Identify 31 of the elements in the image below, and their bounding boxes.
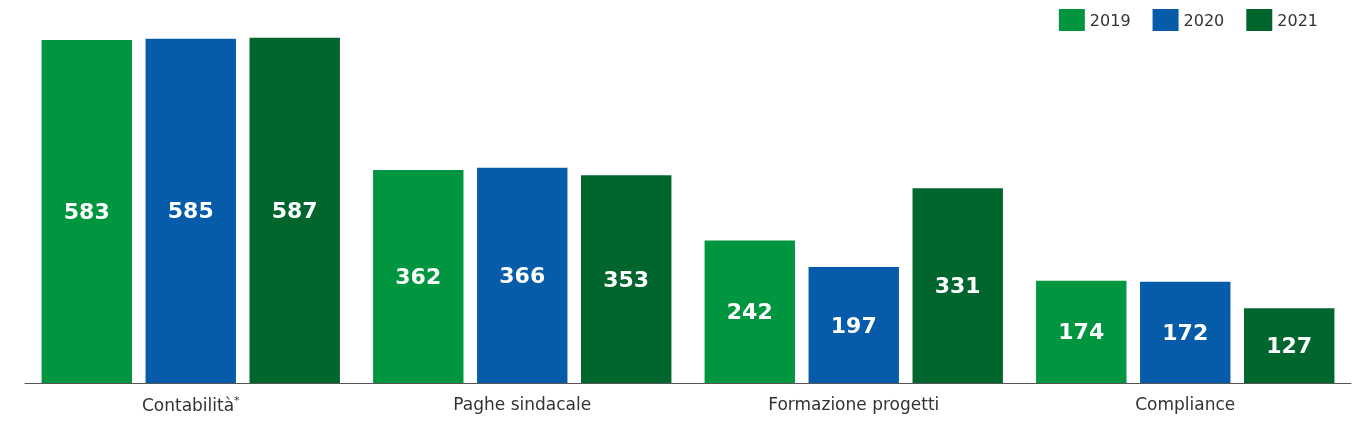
data-label: 583 (63, 199, 110, 224)
data-label: 585 (167, 198, 214, 224)
legend-label: 2019 (1089, 10, 1131, 30)
x-tick-label: Compliance (1135, 393, 1236, 414)
bar (373, 170, 464, 383)
data-label: 353 (603, 266, 650, 292)
legend-label: 2021 (1277, 10, 1318, 30)
bar (808, 267, 899, 383)
x-tick-label: Paghe sindacale (453, 393, 592, 414)
bar (581, 175, 672, 383)
bar (477, 167, 568, 383)
data-label: 172 (1162, 319, 1209, 345)
bar (249, 37, 340, 383)
x-tick-label: Formazione progetti (768, 393, 940, 414)
bar (1244, 308, 1335, 383)
data-label: 362 (395, 264, 442, 290)
data-label: 174 (1058, 319, 1105, 345)
legend-label: 2020 (1183, 10, 1225, 30)
bar (704, 240, 795, 383)
data-label: 366 (499, 262, 546, 288)
bar (912, 188, 1003, 383)
data-label: 197 (830, 312, 877, 338)
bar (1140, 281, 1231, 383)
x-tick-label: Contabilità* (141, 394, 241, 415)
data-label: 242 (726, 299, 773, 325)
bar (1036, 280, 1127, 383)
bar (145, 38, 236, 383)
data-label: 127 (1266, 333, 1313, 359)
data-label: 331 (934, 273, 981, 299)
bar (41, 40, 132, 383)
data-label: 587 (271, 197, 318, 223)
